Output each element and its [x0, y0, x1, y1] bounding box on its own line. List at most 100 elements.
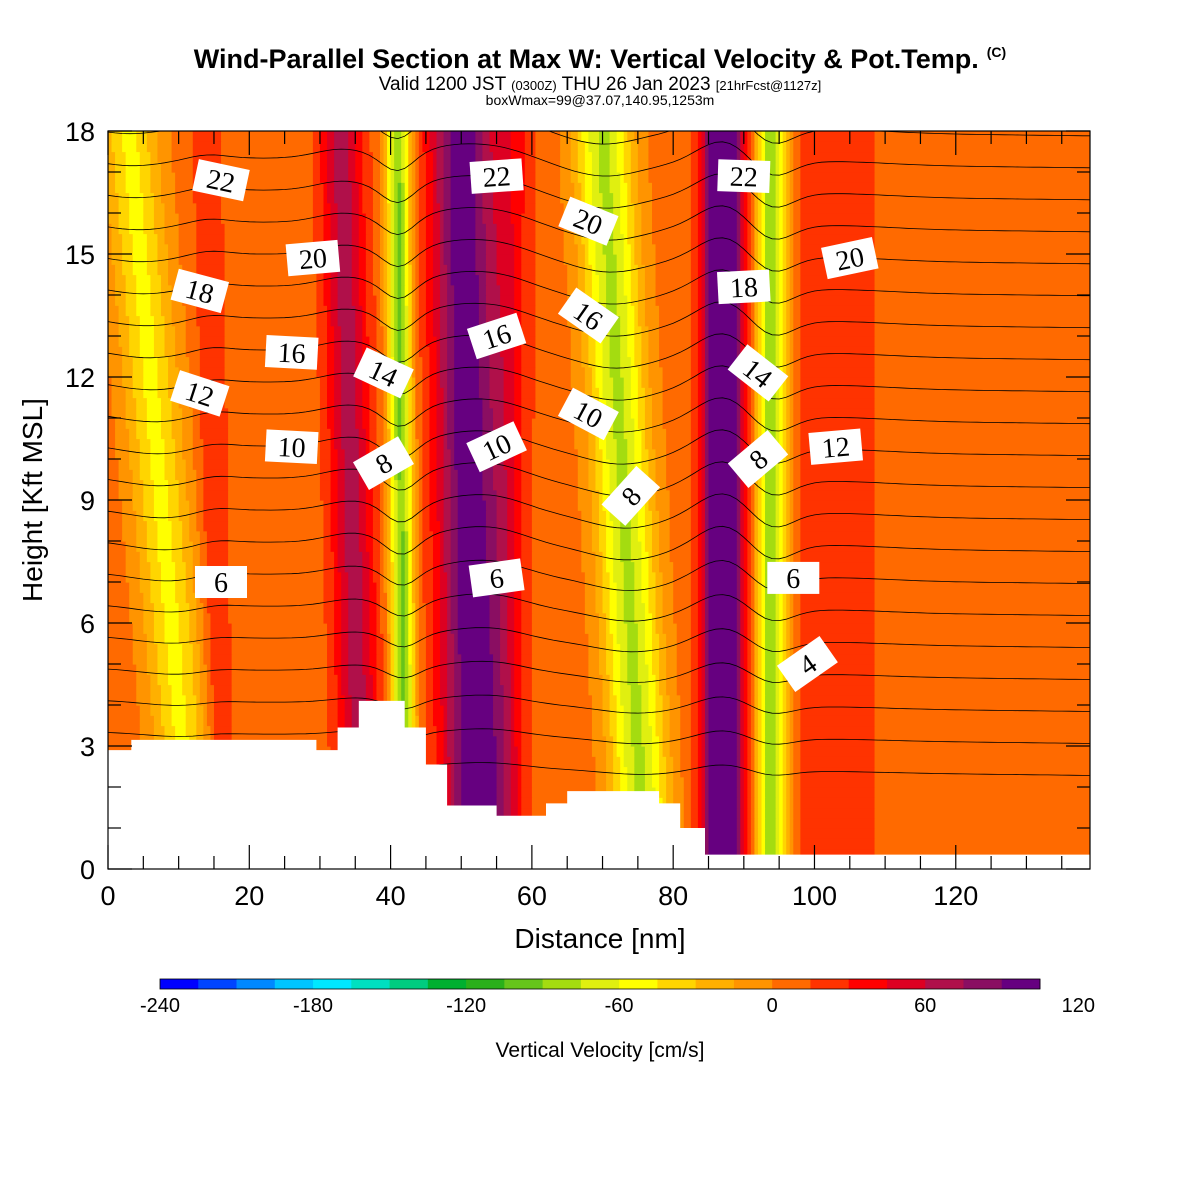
velocity-cell: [383, 325, 388, 337]
velocity-cell: [337, 694, 346, 706]
velocity-cell: [136, 284, 151, 296]
velocity-cell: [213, 705, 233, 716]
velocity-cell: [440, 325, 448, 337]
velocity-cell: [779, 674, 784, 686]
velocity-cell: [634, 305, 639, 317]
velocity-cell: [644, 418, 653, 429]
velocity-cell: [800, 325, 876, 337]
velocity-cell: [122, 366, 134, 378]
velocity-cell: [178, 233, 197, 245]
velocity-cell: [485, 530, 498, 542]
velocity-cell: [411, 715, 416, 727]
velocity-cell: [634, 243, 642, 255]
velocity-cell: [507, 623, 515, 634]
velocity-cell: [108, 674, 137, 686]
velocity-cell: [789, 274, 794, 286]
velocity-cell: [213, 694, 233, 706]
velocity-cell: [690, 705, 699, 716]
velocity-cell: [319, 448, 332, 460]
velocity-cell: [323, 213, 332, 224]
velocity-cell: [754, 623, 759, 634]
velocity-cell: [443, 387, 448, 399]
velocity-cell: [761, 305, 766, 317]
velocity-cell: [358, 233, 367, 245]
velocity-cell: [708, 807, 738, 819]
velocity-cell: [662, 397, 692, 409]
velocity-cell: [397, 541, 402, 552]
velocity-cell: [637, 397, 646, 409]
velocity-cell: [616, 725, 625, 737]
velocity-cell: [323, 571, 335, 583]
velocity-cell: [146, 520, 159, 532]
velocity-cell: [411, 356, 416, 368]
velocity-cell: [139, 182, 151, 194]
velocity-cell: [606, 428, 614, 440]
velocity-cell: [496, 787, 505, 798]
velocity-cell: [376, 684, 385, 696]
velocity-cell: [708, 377, 738, 388]
velocity-cell: [450, 223, 476, 235]
velocity-cell: [793, 418, 801, 429]
velocity-cell: [757, 664, 763, 675]
velocity-cell: [535, 336, 572, 347]
velocity-cell: [182, 643, 194, 655]
velocity-cell: [627, 295, 632, 306]
velocity-cell: [740, 848, 745, 860]
velocity-cell: [189, 612, 197, 624]
velocity-cell: [164, 612, 180, 624]
velocity-cell: [634, 325, 642, 337]
velocity-cell: [708, 407, 738, 419]
velocity-cell: [740, 418, 745, 429]
velocity-cell: [383, 571, 388, 583]
velocity-cell: [789, 500, 794, 511]
velocity-cell: [627, 233, 635, 245]
velocity-cell: [634, 459, 642, 470]
velocity-cell: [503, 807, 512, 819]
velocity-cell: [334, 366, 342, 378]
velocity-cell: [743, 305, 748, 317]
zulu-time: (0300Z): [511, 78, 557, 93]
velocity-cell: [365, 325, 378, 337]
velocity-cell: [432, 284, 441, 296]
velocity-cell: [747, 520, 752, 532]
velocity-cell: [408, 295, 413, 306]
velocity-cell: [775, 274, 780, 286]
velocity-cell: [613, 192, 621, 204]
velocity-cell: [782, 346, 787, 358]
velocity-cell: [531, 489, 579, 501]
velocity-cell: [800, 530, 876, 542]
velocity-cell: [390, 500, 395, 511]
velocity-cell: [641, 356, 650, 368]
velocity-cell: [750, 192, 756, 204]
velocity-cell: [203, 653, 212, 665]
velocity-cell: [786, 766, 791, 778]
velocity-cell: [754, 776, 759, 788]
velocity-cell: [765, 633, 777, 645]
velocity-cell: [454, 756, 462, 768]
velocity-cell: [390, 346, 395, 358]
velocity-cell: [627, 346, 635, 358]
velocity-cell: [701, 377, 706, 388]
velocity-cell: [704, 746, 710, 757]
velocity-cell: [521, 407, 537, 419]
velocity-cell: [496, 510, 508, 522]
velocity-cell: [779, 243, 784, 255]
velocity-cell: [761, 817, 766, 829]
velocity-cell: [108, 325, 120, 337]
velocity-cell: [602, 694, 611, 706]
velocity-cell: [450, 469, 459, 481]
velocity-cell: [789, 510, 794, 522]
velocity-cell: [765, 213, 777, 224]
velocity-cell: [397, 418, 402, 429]
velocity-cell: [577, 284, 586, 296]
velocity-cell: [401, 336, 406, 347]
velocity-cell: [376, 438, 385, 450]
velocity-cell: [761, 797, 766, 809]
velocity-cell: [397, 264, 402, 276]
velocity-cell: [521, 243, 537, 255]
velocity-cell: [708, 387, 738, 399]
velocity-cell: [757, 746, 763, 757]
velocity-cell: [704, 356, 710, 368]
velocity-cell: [786, 746, 791, 757]
velocity-cell: [404, 407, 409, 419]
